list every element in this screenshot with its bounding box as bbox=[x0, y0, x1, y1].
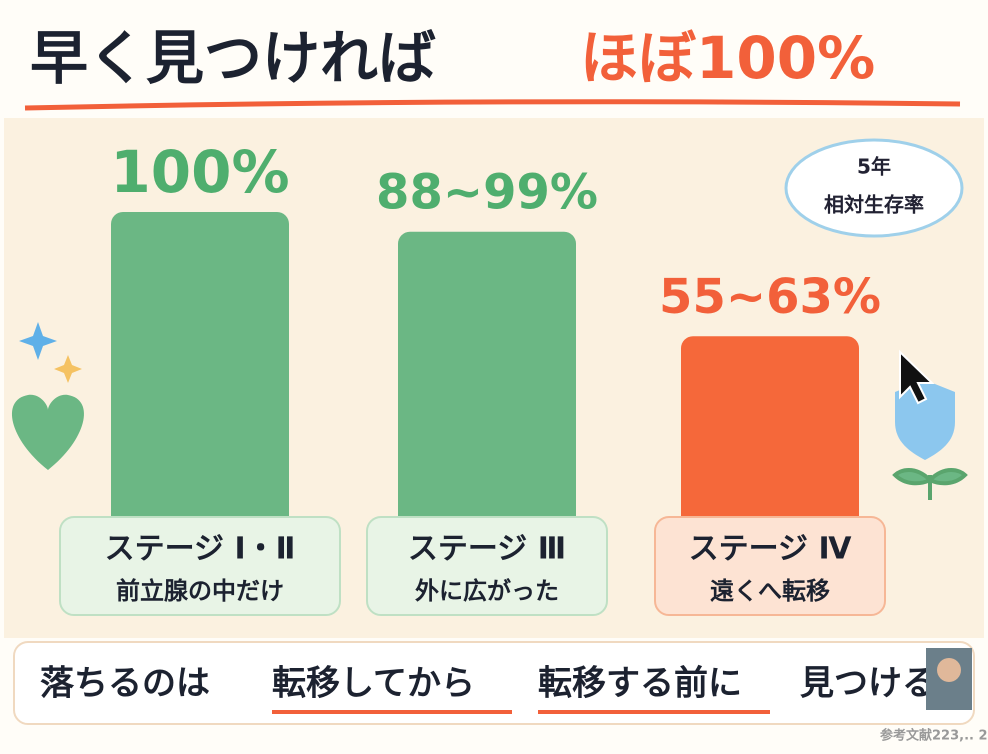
title-main: 早く見つければ bbox=[30, 24, 436, 92]
category-note: 外に広がった bbox=[415, 577, 559, 605]
category-label: ステージ Ⅰ・Ⅱ bbox=[105, 532, 296, 567]
badge bbox=[784, 138, 964, 238]
footer-text: 転移する前に bbox=[538, 664, 742, 704]
bars: 100% 88~99% 55~63% bbox=[110, 138, 881, 535]
footer-box bbox=[13, 641, 975, 725]
badge-line: 5年 bbox=[857, 155, 891, 179]
category-note: 前立腺の中だけ bbox=[116, 577, 284, 605]
heart-icon bbox=[11, 394, 85, 470]
category-boxes: ステージ Ⅰ・Ⅱ 前立腺の中だけ ステージ Ⅲ 外に広がった ステージ Ⅳ 遠くへ転移 bbox=[59, 516, 886, 616]
bar bbox=[111, 212, 289, 535]
title-highlight: ほぼ100% bbox=[580, 24, 875, 92]
category-box bbox=[59, 516, 341, 616]
bar bbox=[681, 336, 859, 535]
reference: 参考文献223,.. 25 bbox=[880, 728, 988, 744]
footer-text: 見つける bbox=[800, 664, 936, 704]
badge-line: 相対生存率 bbox=[824, 193, 924, 217]
category-box bbox=[366, 516, 608, 616]
category-label: ステージ Ⅲ bbox=[408, 532, 566, 567]
value-label: 55~63% bbox=[659, 269, 881, 325]
category-box bbox=[654, 516, 886, 616]
value-label: 100% bbox=[110, 138, 289, 206]
category-note: 遠くへ転移 bbox=[710, 577, 830, 605]
cursor bbox=[899, 349, 935, 405]
shield-icon bbox=[895, 380, 955, 460]
sparkle bbox=[19, 322, 57, 360]
sparkle bbox=[54, 355, 82, 383]
footer-text: 転移してから bbox=[272, 664, 475, 704]
presenter-face bbox=[937, 658, 961, 682]
footer-text: 落ちるのは bbox=[40, 664, 210, 704]
value-label: 88~99% bbox=[376, 165, 598, 221]
title-underline bbox=[24, 99, 961, 111]
bar bbox=[398, 231, 576, 535]
category-label: ステージ Ⅳ bbox=[689, 532, 852, 567]
plant-icon bbox=[892, 468, 968, 500]
